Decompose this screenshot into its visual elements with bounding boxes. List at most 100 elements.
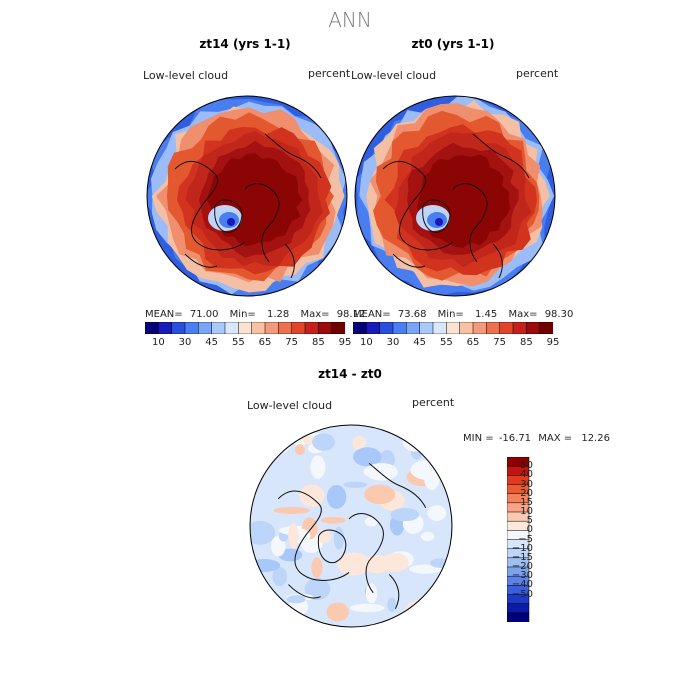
colorbar-tick-label: 45 — [205, 337, 219, 348]
diff-max-label: MAX = — [538, 433, 573, 444]
colorbar-swatch — [446, 322, 461, 334]
colorbar-swatch — [459, 322, 474, 334]
panel-1-units-label: percent — [308, 67, 351, 80]
colorbar-swatch — [238, 322, 253, 334]
page-title: ANN — [328, 8, 372, 32]
colorbar-tick-label: −15 — [511, 551, 533, 563]
panel-2-colorbar-ticks: 10 30 45 55 65 75 85 95 — [353, 337, 559, 351]
colorbar-swatch — [264, 322, 279, 334]
colorbar-swatch — [318, 322, 333, 334]
panel-1-min-value: 1.28 — [266, 309, 290, 320]
colorbar-tick-label: 10 — [359, 337, 373, 348]
diff-colorbar-ticks: 50 40 30 20 15 10 5 0 −5 −10 −15 −20 −30 −40 −50 — [509, 457, 549, 622]
colorbar-swatch — [184, 322, 199, 334]
colorbar-tick-label: 85 — [311, 337, 325, 348]
panel-1-colorbar-ticks: 10 30 45 55 65 75 85 95 — [145, 337, 351, 351]
colorbar-swatch — [331, 322, 345, 334]
colorbar-swatch — [486, 322, 501, 334]
colorbar-tick-label: 20 — [520, 487, 533, 499]
colorbar-swatch — [472, 322, 487, 334]
diff-colorbar — [507, 457, 530, 622]
panel-1-polar-map — [146, 95, 348, 297]
colorbar-tick-label: 30 — [520, 478, 533, 490]
colorbar-swatch — [539, 322, 553, 334]
colorbar-tick-label: 75 — [285, 337, 299, 348]
colorbar-swatch — [171, 322, 186, 334]
colorbar-swatch — [366, 322, 381, 334]
colorbar-swatch — [406, 322, 421, 334]
panel-1-colorbar — [145, 322, 345, 334]
colorbar-tick-label: 50 — [520, 460, 533, 472]
colorbar-swatch — [526, 322, 541, 334]
panel-1-mean-label: MEAN= — [145, 309, 183, 320]
colorbar-swatch — [198, 322, 213, 334]
colorbar-tick-label: 55 — [231, 337, 245, 348]
panel-1-variable-label: Low-level cloud — [143, 69, 229, 82]
colorbar-tick-label: 45 — [413, 337, 427, 348]
colorbar-swatch — [419, 322, 434, 334]
colorbar-tick-label: 0 — [526, 524, 533, 536]
panel-2-mean-label: MEAN= — [353, 309, 391, 320]
colorbar-tick-label: 95 — [338, 337, 352, 348]
colorbar-swatch — [224, 322, 239, 334]
colorbar-tick-label: −5 — [518, 533, 533, 545]
panel-2-max-label: Max= — [508, 309, 538, 320]
panel-2-colorbar — [353, 322, 553, 334]
panel-1-stats: MEAN= 71.00 Min= 1.28 Max= 98.12 — [145, 309, 365, 320]
colorbar-swatch — [145, 322, 159, 334]
panel-1-mean-value: 71.00 — [189, 309, 219, 320]
colorbar-tick-label: 10 — [520, 506, 533, 517]
colorbar-tick-label: −40 — [511, 579, 533, 591]
colorbar-swatch — [304, 322, 319, 334]
colorbar-swatch — [251, 322, 266, 334]
colorbar-tick-label: 75 — [493, 337, 507, 348]
colorbar-swatch — [158, 322, 173, 334]
colorbar-tick-label: 95 — [546, 337, 560, 348]
panel-2-min-label: Min= — [437, 309, 464, 320]
colorbar-swatch — [392, 322, 407, 334]
colorbar-tick-label: 30 — [386, 337, 400, 348]
panel-1-min-label: Min= — [229, 309, 256, 320]
colorbar-tick-label: −20 — [511, 561, 533, 572]
colorbar-tick-label: 85 — [519, 337, 533, 348]
diff-min-label: MIN = — [463, 433, 494, 444]
panel-2-variable-label: Low-level cloud — [351, 69, 437, 82]
colorbar-tick-label: 10 — [151, 337, 165, 348]
diff-panel-variable-label: Low-level cloud — [247, 399, 333, 412]
colorbar-tick-label: −30 — [511, 570, 533, 582]
diff-panel-title: zt14 - zt0 — [318, 367, 382, 381]
colorbar-swatch — [507, 612, 530, 622]
panel-1-title: zt14 (yrs 1-1) — [199, 37, 291, 51]
colorbar-tick-label: 65 — [466, 337, 480, 348]
colorbar-tick-label: 15 — [520, 496, 533, 508]
panel-2-title: zt0 (yrs 1-1) — [411, 37, 495, 51]
colorbar-swatch — [512, 322, 527, 334]
panel-1-max-value: 98.12 — [336, 309, 366, 320]
colorbar-tick-label: 40 — [520, 469, 533, 481]
panel-2-units-label: percent — [516, 67, 559, 80]
colorbar-swatch — [211, 322, 226, 334]
colorbar-swatch — [379, 322, 394, 334]
diff-panel-units-label: percent — [412, 396, 455, 409]
diff-panel-polar-map — [249, 424, 453, 628]
colorbar-swatch — [291, 322, 306, 334]
colorbar-tick-label: 5 — [526, 515, 533, 527]
colorbar-tick-label: 55 — [439, 337, 453, 348]
colorbar-tick-label: 65 — [258, 337, 272, 348]
colorbar-swatch — [353, 322, 367, 334]
colorbar-swatch — [278, 322, 293, 334]
panel-2-min-value: 1.45 — [474, 309, 498, 320]
colorbar-tick-label: 30 — [178, 337, 192, 348]
panel-1-max-label: Max= — [300, 309, 330, 320]
colorbar-swatch — [432, 322, 447, 334]
diff-max-value: 12.26 — [581, 433, 610, 444]
diff-min-value: -16.71 — [498, 433, 532, 444]
panel-2-mean-value: 73.68 — [397, 309, 427, 320]
panel-2-stats: MEAN= 73.68 Min= 1.45 Max= 98.30 — [353, 309, 573, 320]
colorbar-tick-label: −10 — [511, 542, 533, 554]
panel-2-max-value: 98.30 — [544, 309, 574, 320]
colorbar-tick-label: −50 — [511, 588, 533, 600]
diff-panel-stats: MIN = -16.71 MAX = 12.26 — [463, 433, 610, 444]
panel-2-polar-map — [354, 95, 556, 297]
colorbar-swatch — [499, 322, 514, 334]
